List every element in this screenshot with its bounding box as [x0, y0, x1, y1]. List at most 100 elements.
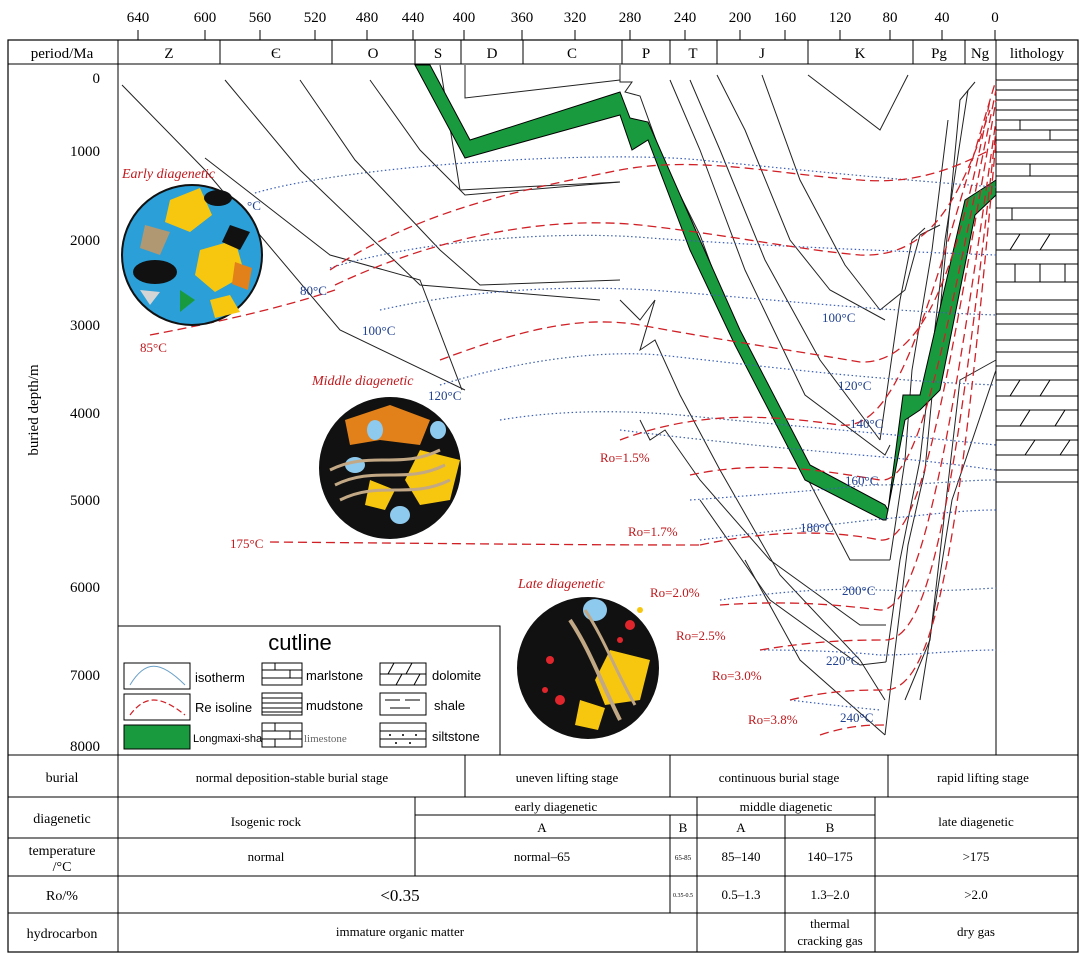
stage-early-label: Early diagenetic — [121, 167, 216, 182]
hc-cracking-gas: cracking gas — [797, 933, 862, 948]
isotherm-label-small-c: °C — [247, 198, 261, 213]
temp-175: 175°C — [230, 536, 263, 551]
diag-mid-b: B — [826, 820, 835, 835]
legend-shale-swatch — [379, 692, 427, 716]
lithology-header: lithology — [1010, 46, 1065, 62]
tick-240: 240 — [674, 10, 697, 26]
legend-dolomite-swatch — [379, 662, 427, 686]
tick-360: 360 — [511, 10, 534, 26]
period-k: K — [855, 46, 866, 62]
tick-200: 200 — [729, 10, 752, 26]
temp-85-140: 85–140 — [722, 849, 761, 864]
legend-mudstone: mudstone — [306, 698, 363, 713]
diag-early: early diagenetic — [515, 799, 598, 814]
depth-7000: 7000 — [70, 668, 100, 684]
depth-6000: 6000 — [70, 580, 100, 596]
temp-normal: normal — [248, 849, 285, 864]
diag-early-a: A — [537, 820, 547, 835]
middle-diagenetic-micrograph — [319, 397, 461, 539]
temp-140-175: 140–175 — [807, 849, 853, 864]
diag-mid-a: A — [736, 820, 746, 835]
ro-label-1-7: Ro=1.7% — [628, 524, 678, 539]
ro-1-3-2-0: 1.3–2.0 — [811, 887, 850, 902]
ro-isolines — [149, 79, 997, 736]
depth-2000: 2000 — [70, 233, 100, 249]
temp-65-85: 65-85 — [675, 854, 692, 862]
legend-limestone: limestone — [304, 733, 347, 745]
period-c: C — [567, 46, 577, 62]
lithology-column — [996, 79, 1078, 483]
isotherm-label-120b: 120°C — [838, 378, 871, 393]
tick-400: 400 — [453, 10, 476, 26]
ro-label-1-5: Ro=1.5% — [600, 450, 650, 465]
period-row — [219, 40, 966, 64]
legend-re-isoline: Re isoline — [195, 700, 252, 715]
late-diagenetic-micrograph — [517, 597, 659, 739]
early-diagenetic-micrograph — [121, 184, 263, 326]
hc-thermal: thermal — [810, 916, 850, 931]
legend-siltstone: siltstone — [432, 729, 480, 744]
isotherm-label-160: 160°C — [845, 473, 878, 488]
longmaxi-shale-band — [414, 64, 997, 521]
tick-480: 480 — [356, 10, 379, 26]
temp-over-175: >175 — [963, 849, 990, 864]
depth-axis: 0 1000 2000 3000 4000 5000 6000 7000 800… — [26, 71, 100, 755]
isotherm-label-220: 220°C — [826, 653, 859, 668]
temp-normal-65: normal–65 — [514, 849, 570, 864]
burial-stage-1: normal deposition-stable burial stage — [196, 770, 389, 785]
tick-440: 440 — [402, 10, 425, 26]
tick-80: 80 — [883, 10, 898, 26]
depth-5000: 5000 — [70, 493, 100, 509]
legend-longmaxi-swatch — [123, 724, 191, 750]
period-pg: Pg — [931, 46, 947, 62]
diag-middle: middle diagenetic — [740, 799, 833, 814]
legend-isotherm-swatch — [129, 665, 186, 686]
legend-shale: shale — [434, 698, 465, 713]
legend-mudstone-swatch — [261, 692, 303, 716]
isotherm-label-200: 200°C — [842, 583, 875, 598]
period-s: S — [434, 46, 442, 62]
isotherm-label-240: 240°C — [840, 710, 873, 725]
tick-280: 280 — [619, 10, 642, 26]
period-cambrian: Є — [271, 46, 281, 62]
isotherm-label-80: 80°C — [300, 283, 327, 298]
diag-isogenic: Isogenic rock — [231, 814, 302, 829]
legend-marlstone-swatch — [261, 662, 303, 686]
legend: cutline isotherm Re isoline Longmaxi-sha… — [117, 625, 501, 756]
tick-520: 520 — [304, 10, 327, 26]
row-label-temperature: temperature — [29, 844, 96, 859]
ro-label-2-5: Ro=2.5% — [676, 628, 726, 643]
temp-85: 85°C — [140, 340, 167, 355]
row-label-ro: Ro/% — [46, 889, 78, 904]
tick-0: 0 — [991, 10, 999, 26]
legend-dolomite: dolomite — [432, 668, 481, 683]
hc-immature: immature organic matter — [336, 924, 465, 939]
legend-title: cutline — [268, 630, 332, 655]
isotherm-label-180: 180°C — [800, 520, 833, 535]
diag-late: late diagenetic — [938, 814, 1014, 829]
ro-label-2-0: Ro=2.0% — [650, 585, 700, 600]
tick-640: 640 — [127, 10, 150, 26]
legend-siltstone-swatch — [379, 722, 427, 748]
tick-320: 320 — [564, 10, 587, 26]
hc-dry-gas: dry gas — [957, 924, 995, 939]
burial-stage-4: rapid lifting stage — [937, 770, 1029, 785]
isotherm-label-100a: 100°C — [362, 323, 395, 338]
ro-0-5-1-3: 0.5–1.3 — [722, 887, 761, 902]
tick-560: 560 — [249, 10, 272, 26]
diag-early-b: B — [679, 820, 688, 835]
stage-late-label: Late diagenetic — [517, 577, 605, 592]
period-ng: Ng — [971, 46, 990, 62]
depth-1000: 1000 — [70, 144, 100, 160]
depth-8000: 8000 — [70, 739, 100, 755]
tick-160: 160 — [774, 10, 797, 26]
depth-3000: 3000 — [70, 318, 100, 334]
period-o: O — [368, 46, 379, 62]
row-label-hydrocarbon: hydrocarbon — [27, 927, 98, 942]
period-header: period/Ma — [31, 46, 94, 62]
depth-axis-label: buried depth/m — [26, 364, 42, 456]
tick-120: 120 — [829, 10, 852, 26]
isotherm-label-120a: 120°C — [428, 388, 461, 403]
isotherm-label-140: 140°C — [850, 416, 883, 431]
row-label-temp-unit: /°C — [53, 860, 72, 875]
